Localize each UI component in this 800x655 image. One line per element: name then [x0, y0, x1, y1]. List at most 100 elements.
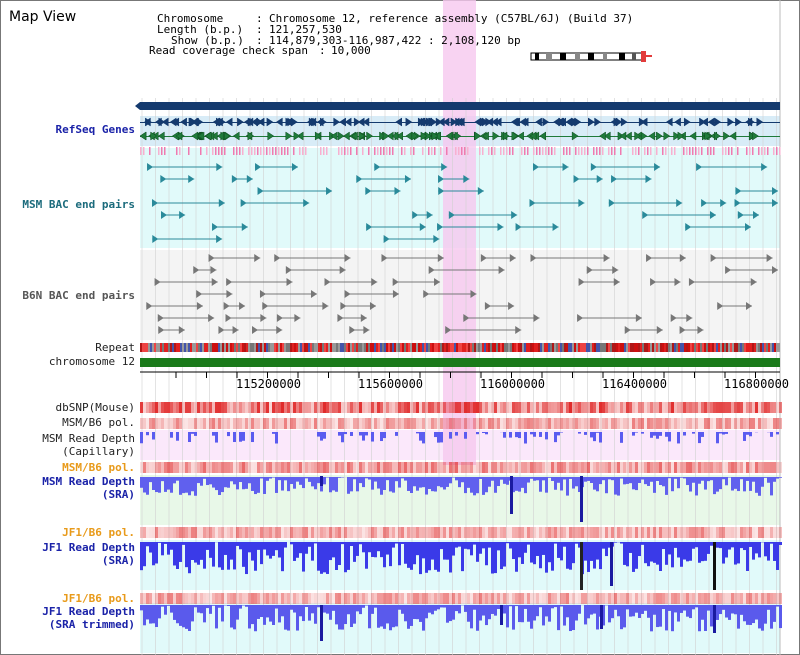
heat-cell — [329, 593, 332, 604]
heat-cell — [152, 462, 155, 473]
depth-bar — [689, 477, 692, 492]
repeat-segment — [660, 343, 662, 352]
depth-bar — [695, 542, 698, 548]
depth-bar — [503, 542, 506, 567]
depth-bar — [368, 542, 371, 553]
repeat-segment — [210, 343, 212, 352]
track-label-refseq[interactable]: RefSeq Genes — [55, 123, 135, 136]
gene-glyph — [656, 131, 663, 141]
heat-cell — [398, 527, 401, 538]
repeat-segment — [700, 343, 702, 352]
depth-bar — [368, 477, 371, 480]
depth-bar — [239, 477, 242, 483]
refseq-tick — [344, 147, 346, 155]
heat-cell — [485, 418, 488, 429]
ideogram-band — [560, 53, 566, 60]
depth-bar — [659, 432, 662, 436]
heat-cell — [563, 402, 566, 413]
heat-cell — [308, 527, 311, 538]
heat-cell — [416, 527, 419, 538]
heat-cell — [521, 418, 524, 429]
depth-bar — [272, 432, 275, 434]
heat-cell — [398, 418, 401, 429]
track-label-b6n-bac[interactable]: B6N BAC end pairs — [22, 289, 135, 302]
heat-cell — [719, 527, 722, 538]
heat-cell — [443, 462, 446, 473]
heat-cell — [371, 418, 374, 429]
gene-glyph — [491, 117, 498, 127]
heat-cell — [302, 593, 305, 604]
gene-glyph — [333, 117, 341, 127]
heat-cell — [440, 462, 443, 473]
depth-bar — [272, 542, 275, 556]
gene-glyph — [192, 117, 199, 127]
depth-bar — [392, 477, 395, 493]
gene-glyph — [382, 131, 390, 141]
gene-glyph — [454, 131, 462, 141]
depth-bar — [572, 477, 575, 489]
refseq-tick — [278, 147, 280, 155]
heat-cell — [185, 593, 188, 604]
depth-bar — [473, 605, 476, 610]
refseq-tick — [380, 147, 382, 155]
repeat-segment — [254, 343, 256, 352]
heat-cell — [272, 527, 275, 538]
depth-bar — [716, 542, 719, 548]
depth-bar — [662, 477, 665, 487]
heat-cell — [698, 402, 701, 413]
heat-cell — [641, 418, 644, 429]
depth-bar — [185, 477, 188, 493]
depth-bar — [287, 477, 290, 492]
heat-cell — [734, 527, 737, 538]
depth-bar — [485, 432, 488, 435]
heat-cell — [722, 462, 725, 473]
gene-glyph — [729, 131, 737, 141]
gene-glyph — [145, 117, 152, 127]
track-label-jf1-depth-sra-1: JF1 Read Depth — [42, 541, 135, 554]
repeat-segment — [532, 343, 534, 352]
depth-bar — [761, 477, 764, 487]
depth-bar — [176, 432, 179, 441]
heat-cell — [695, 402, 698, 413]
gene-glyph — [727, 117, 735, 127]
depth-bar — [395, 542, 398, 544]
refseq-tick — [305, 147, 307, 155]
heat-cell — [317, 593, 320, 604]
heat-cell — [500, 527, 503, 538]
heat-cell — [752, 402, 755, 413]
heat-cell — [512, 593, 515, 604]
heat-cell — [380, 418, 383, 429]
depth-bar — [539, 542, 542, 569]
heat-cell — [698, 593, 701, 604]
gene-glyph — [615, 117, 623, 127]
heat-cell — [581, 462, 584, 473]
depth-bar — [428, 477, 431, 490]
heat-cell — [671, 593, 674, 604]
heat-cell — [191, 462, 194, 473]
gene-glyph — [665, 117, 673, 127]
heat-cell — [515, 462, 518, 473]
track-label-msm-bac[interactable]: MSM BAC end pairs — [22, 198, 135, 211]
gene-glyph — [362, 117, 370, 127]
repeat-segment — [300, 343, 302, 352]
heat-cell — [302, 402, 305, 413]
heat-cell — [365, 527, 368, 538]
heat-cell — [497, 527, 500, 538]
axis-tick-label: 115200000 — [236, 377, 302, 391]
depth-bar — [449, 605, 452, 622]
heat-cell — [179, 462, 182, 473]
bac-pair-end — [310, 290, 317, 298]
heat-cell — [287, 462, 290, 473]
repeat-segment — [334, 343, 336, 352]
heat-cell — [728, 527, 731, 538]
depth-bar — [605, 542, 608, 557]
depth-bar — [395, 605, 398, 627]
depth-bar — [470, 477, 473, 493]
depth-bar — [722, 605, 725, 610]
depth-bar — [233, 432, 236, 443]
depth-bar — [494, 605, 497, 616]
depth-bar — [392, 605, 395, 628]
gene-glyph — [366, 131, 373, 141]
depth-bar — [647, 605, 650, 618]
